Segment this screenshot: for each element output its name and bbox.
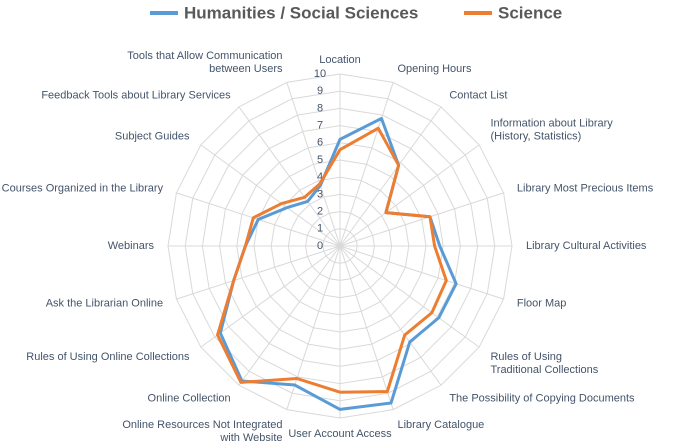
category-label: Rules of Using Online Collections [26,351,190,363]
spoke [339,245,480,348]
spoke [339,245,394,410]
category-label: with Website [219,432,282,443]
r-tick-label: 9 [317,85,323,97]
category-label: Contact List [449,89,507,101]
category-label: Library Most Precious Items [517,182,654,194]
category-label: Webinars [108,240,155,252]
spoke [339,82,394,247]
category-label: Opening Hours [397,63,471,75]
r-tick-label: 6 [317,137,323,149]
spoke [238,106,341,247]
r-tick-label: 5 [317,154,323,166]
category-label: User Account Access [288,428,392,440]
spoke [339,245,504,300]
category-label: Traditional Collections [490,364,598,376]
spoke [286,82,341,247]
category-label: The Possibility of Copying Documents [449,392,635,404]
spoke [200,245,341,348]
category-label: Ask the Librarian Online [46,297,163,309]
spoke [339,245,442,386]
legend-label: Humanities / Social Sciences [184,3,418,22]
category-label: Library Catalogue [397,419,484,431]
category-label: Courses Organized in the Library [2,182,164,194]
r-tick-label: 2 [317,206,323,218]
category-label: Online Resources Not Integrated [122,419,282,431]
category-label: Subject Guides [115,131,190,143]
category-label: Rules of Using [490,351,562,363]
spoke [339,144,480,247]
r-tick-label: 3 [317,188,323,200]
category-label: Feedback Tools about Library Services [41,89,231,101]
category-label: Floor Map [517,297,567,309]
r-tick-label: 1 [317,223,323,235]
category-label: Location [319,54,361,66]
spoke [238,245,341,386]
r-tick-label: 10 [314,68,326,80]
spoke [286,245,341,410]
category-label: Online Collection [148,392,231,404]
spoke [200,144,341,247]
category-label: Information about Library [490,118,613,130]
category-label: (History, Statistics) [490,131,581,143]
spoke [339,192,504,247]
series-line [216,126,448,394]
r-tick-label: 8 [317,102,323,114]
r-tick-label: 4 [317,171,323,183]
category-label: Library Cultural Activities [526,240,647,252]
r-tick-label: 0 [317,240,323,252]
category-label: Tools that Allow Communication [127,50,282,62]
spoke [339,106,442,247]
r-tick-label: 7 [317,120,323,132]
spoke [176,245,341,300]
legend-label: Science [498,3,562,22]
category-label: between Users [209,63,283,75]
